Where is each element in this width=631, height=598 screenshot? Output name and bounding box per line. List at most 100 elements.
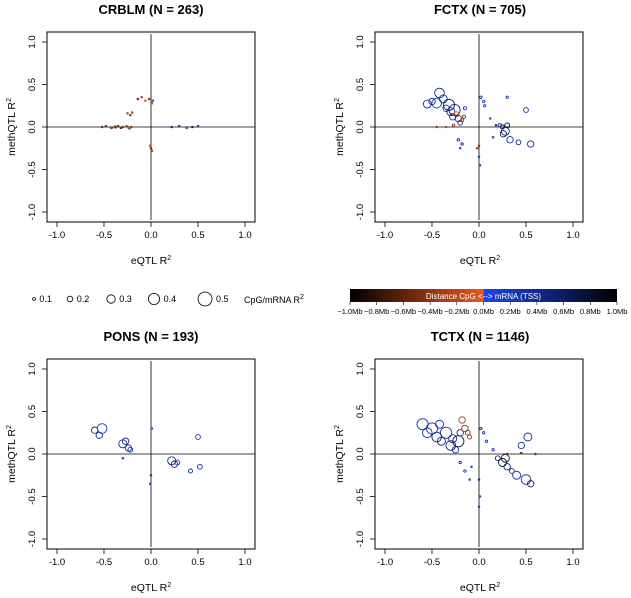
data-point [484, 439, 489, 443]
y-axis: -1.0 -0.5 0.0 0.5 1.0 [355, 35, 375, 220]
size-legend-value: 0.4 [164, 294, 177, 304]
data-point [520, 474, 532, 485]
y-tick-label: -1.0 [27, 204, 38, 220]
data-point [121, 125, 125, 129]
size-legend-circle [147, 292, 160, 305]
data-point [467, 434, 473, 440]
colorbar-tick-label: −0.8Mb [364, 307, 389, 316]
data-point [458, 416, 466, 424]
data-point [506, 136, 514, 144]
color-legend: Distance CpG <--> mRNA (TSS) −1.0Mb −0.8M… [337, 289, 627, 316]
data-point [148, 482, 152, 486]
x-tick-label: -0.5 [96, 230, 112, 241]
x-tick-label: 0.5 [191, 230, 204, 241]
data-point [185, 126, 188, 130]
panel-title: FCTX (N = 705) [434, 2, 526, 17]
crosshair [375, 361, 583, 547]
data-point [468, 478, 471, 481]
data-point [116, 124, 120, 128]
x-tick-label: -0.5 [96, 557, 112, 568]
data-point [96, 423, 108, 434]
data-point [110, 126, 113, 130]
data-point [144, 99, 147, 102]
colorbar-tick-label: 1.0Mb [607, 307, 628, 316]
data-point [130, 111, 134, 114]
data-point [195, 434, 201, 440]
data-point [119, 126, 123, 130]
data-point [445, 440, 457, 451]
data-point [129, 113, 132, 117]
y-tick-label: -1.0 [355, 204, 366, 220]
data-point [534, 452, 537, 456]
data-point [462, 106, 467, 111]
data-point [90, 426, 99, 434]
data-point [434, 87, 445, 99]
size-legend-label: CpG/mRNA R2 [244, 294, 304, 305]
size-legend-value: 0.2 [77, 294, 90, 304]
colorbar-tick-label: −1.0Mb [337, 307, 362, 316]
data-point [136, 97, 140, 101]
colorbar-title: Distance CpG <--> mRNA (TSS) [426, 292, 541, 301]
y-tick-label: -0.5 [27, 488, 38, 504]
x-tick-label: 1.0 [238, 230, 251, 241]
data-point [517, 441, 525, 450]
data-point [149, 474, 153, 477]
y-axis: -1.0 -0.5 0.0 0.5 1.0 [27, 362, 47, 547]
data-point [446, 107, 456, 117]
y-tick-label: -1.0 [27, 531, 38, 547]
y-axis-label: methQTL R2 [334, 425, 346, 483]
y-tick-label: 0.0 [27, 447, 38, 460]
crosshair [47, 34, 255, 220]
data-point [527, 480, 535, 488]
data-point [125, 124, 128, 128]
data-point [464, 429, 471, 436]
data-point [482, 431, 486, 435]
y-tick-label: 1.0 [355, 35, 366, 48]
size-legend-circle [197, 291, 213, 307]
x-tick-label: 0.5 [519, 557, 532, 568]
data-point [491, 448, 495, 452]
data-point [482, 104, 487, 108]
data-point [489, 117, 492, 120]
y-tick-label: 0.5 [355, 78, 366, 91]
colorbar-ticks: −1.0Mb −0.8Mb −0.6Mb −0.4Mb −0.2Mb 0.0Mb 0.2Mb… [337, 302, 627, 316]
y-tick-label: 0.5 [27, 405, 38, 418]
data-point [509, 468, 515, 474]
x-tick-label: 1.0 [566, 557, 579, 568]
data-point [431, 431, 442, 443]
y-axis-label: methQTL R2 [6, 425, 18, 483]
crosshair [375, 34, 583, 220]
panel-title: TCTX (N = 1146) [431, 329, 530, 344]
colorbar-tick-label: −0.2Mb [444, 307, 469, 316]
data-point [504, 122, 511, 129]
data-point [477, 478, 481, 481]
data-point [431, 97, 442, 109]
colorbar-tick-label: −0.6Mb [391, 307, 416, 316]
data-point [512, 470, 522, 480]
size-legend-circle [32, 297, 36, 301]
y-tick-label: 0.0 [355, 447, 366, 460]
size-legend-circle [66, 295, 74, 303]
data-point [422, 99, 432, 109]
data-point [523, 432, 533, 442]
data-point [197, 463, 203, 470]
points [422, 87, 535, 167]
x-tick-label: 1.0 [238, 557, 251, 568]
data-point [100, 125, 104, 129]
points [100, 95, 200, 153]
data-point [505, 95, 509, 99]
panel-pons: PONS (N = 193) -1.0 -0.5 0.0 0.5 1.0 -1.0 -0.… [6, 329, 256, 594]
data-point [150, 149, 154, 153]
data-point [456, 429, 464, 437]
points [416, 416, 537, 508]
data-point [435, 419, 444, 429]
x-tick-label: 0.0 [144, 557, 157, 568]
data-point [150, 427, 154, 430]
x-axis: -1.0 -0.5 0.0 0.5 1.0 [49, 549, 252, 568]
x-tick-label: -1.0 [377, 230, 393, 241]
data-point [170, 125, 173, 129]
colorbar-tick-label: −0.4Mb [417, 307, 442, 316]
x-tick-label: -1.0 [49, 557, 65, 568]
data-point [177, 124, 181, 128]
